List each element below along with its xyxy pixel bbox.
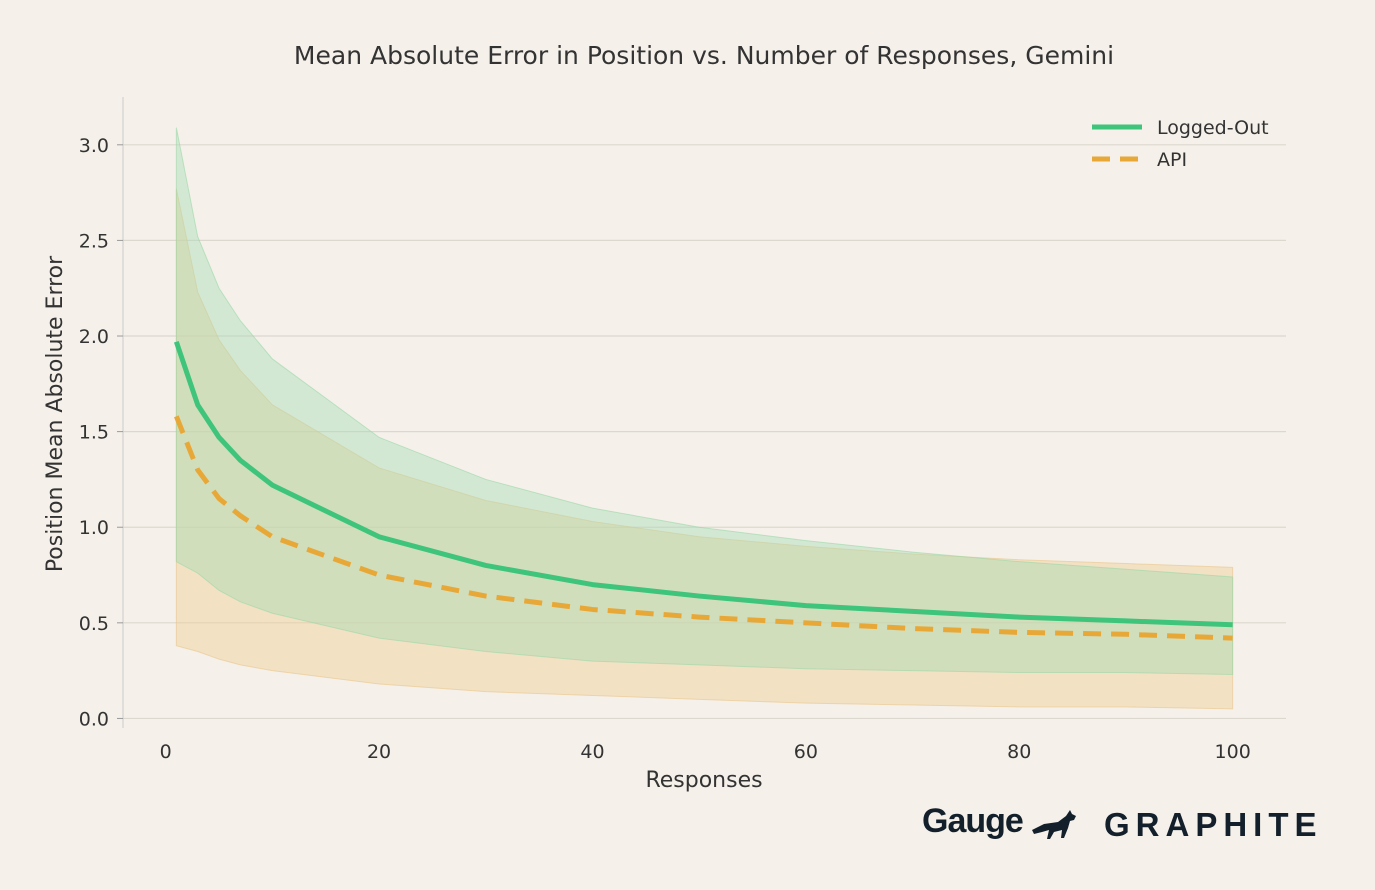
y-axis-label: Position Mean Absolute Error [43, 255, 68, 572]
series-line-api [174, 415, 1233, 641]
x-tick-label: 0 [160, 741, 172, 763]
x-tick-label: 60 [794, 741, 818, 763]
y-tick-label: 0.0 [79, 708, 109, 730]
x-tick-label: 80 [1007, 741, 1031, 763]
confidence-band-api [175, 188, 1234, 710]
x-tick-label: 40 [580, 741, 604, 763]
series-line-logged-out [173, 340, 1233, 628]
chart-title: Mean Absolute Error in Position vs. Numb… [294, 41, 1114, 70]
x-axis-label: Responses [645, 768, 762, 793]
confidence-bands [175, 127, 1234, 710]
legend-label: Logged-Out [1157, 117, 1269, 139]
y-tick-label: 2.5 [79, 230, 109, 252]
legend: Logged-Out API [1092, 117, 1269, 171]
confidence-band-logged-out [175, 127, 1234, 675]
legend-label: API [1157, 149, 1187, 171]
x-tick-labels: 0 20 40 60 80 100 [160, 741, 1251, 763]
y-tick-label: 1.0 [79, 517, 109, 539]
graphite-logo: GRAPHITE [1104, 806, 1323, 843]
x-tick-label: 100 [1215, 741, 1251, 763]
gauge-logo-text: Gauge [922, 802, 1024, 840]
y-tick-label: 2.0 [79, 326, 109, 348]
y-tick-labels: 0.0 0.5 1.0 1.5 2.0 2.5 3.0 [79, 135, 123, 730]
x-tick-label: 20 [367, 741, 391, 763]
y-tick-label: 1.5 [79, 422, 109, 444]
y-tick-label: 3.0 [79, 135, 109, 157]
y-tick-label: 0.5 [79, 613, 109, 635]
series-lines [173, 340, 1233, 641]
gauge-dog-icon [1032, 810, 1076, 839]
